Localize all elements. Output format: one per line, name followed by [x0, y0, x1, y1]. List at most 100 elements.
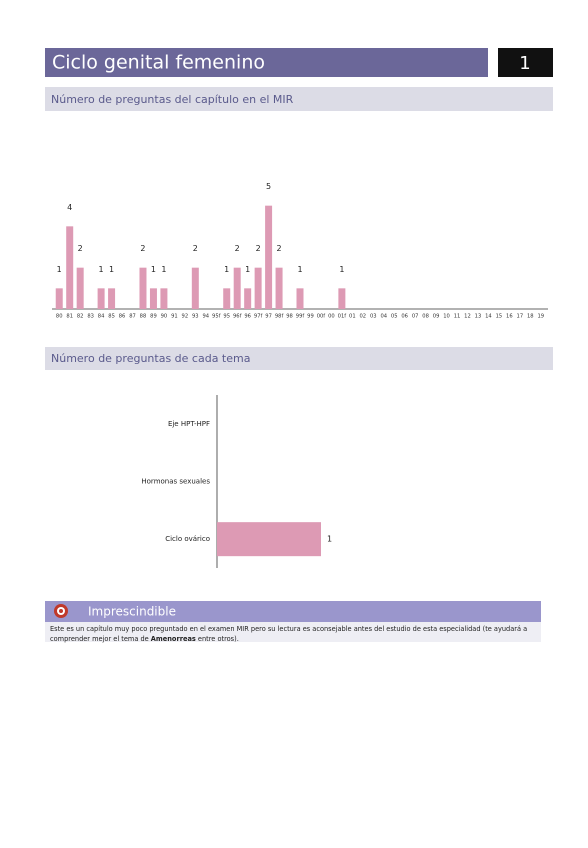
text: entre otros). [195, 635, 239, 643]
callout-bar [45, 601, 541, 622]
x-tick-label: 81 [66, 314, 73, 320]
x-tick-label: 85 [108, 314, 115, 320]
x-tick-label: 96 [244, 314, 251, 320]
x-tick-label: 95 [223, 314, 230, 320]
x-tick-label: 10 [443, 314, 450, 320]
value-label: 5 [266, 182, 271, 191]
bar [149, 288, 157, 309]
value-label: 2 [277, 244, 282, 253]
value-label: 4 [67, 203, 72, 212]
x-tick-label: 80 [56, 314, 63, 320]
icon [59, 609, 63, 613]
title: Ciclo genital femenino [52, 52, 265, 74]
x-tick-label: 98f [275, 314, 284, 320]
x-tick-label: 03 [370, 314, 377, 320]
title-bar [45, 48, 488, 77]
x-tick-label: 07 [412, 314, 419, 320]
x-tick-label: 91 [171, 314, 178, 320]
value-label: 1 [151, 265, 156, 274]
x-tick-label: 12 [464, 314, 471, 320]
value-label: 1 [297, 265, 302, 274]
chapter-box [498, 48, 553, 77]
value-label: 1 [99, 265, 104, 274]
x-tick-label: 99f [296, 314, 305, 320]
x-tick-label: 18 [527, 314, 534, 320]
callout-body [45, 622, 541, 642]
y-tick-label: Ciclo ovárico [165, 535, 210, 543]
x-tick-label: 01f [338, 314, 347, 320]
x-tick-label: 99 [307, 314, 314, 320]
section-title: Número de preguntas de cada tema [51, 352, 250, 365]
value-label: 1 [327, 535, 332, 544]
value-label: 2 [256, 244, 261, 253]
x-tick-label: 95f [212, 314, 221, 320]
value-label: 1 [339, 265, 344, 274]
x-tick-label: 87 [129, 314, 136, 320]
value-label: 1 [224, 265, 229, 274]
x-tick-label: 14 [485, 314, 492, 320]
x-tick-label: 97f [254, 314, 263, 320]
value-label: 1 [161, 265, 166, 274]
x-tick-label: 09 [433, 314, 440, 320]
x-tick-label: 96f [233, 314, 242, 320]
text: Este es un capítulo muy poco preguntado … [50, 625, 528, 643]
x-tick-label: 89 [150, 314, 157, 320]
value-label: 1 [245, 265, 250, 274]
section-title: Número de preguntas del capítulo en el M… [51, 93, 294, 106]
x-tick-label: 08 [422, 314, 429, 320]
bar [223, 288, 231, 309]
x-tick-label: 82 [77, 314, 84, 320]
section-bar [45, 347, 553, 370]
x-tick-label: 15 [496, 314, 503, 320]
y-tick-label: Hormonas sexuales [141, 478, 210, 486]
x-tick-label: 01 [349, 314, 356, 320]
bar [160, 288, 168, 309]
bar [139, 267, 147, 309]
x-tick-label: 11 [454, 314, 461, 320]
bar [254, 267, 262, 309]
value-label: 2 [193, 244, 198, 253]
bar [233, 267, 241, 309]
x-tick-label: 05 [391, 314, 398, 320]
value-label: 2 [140, 244, 145, 253]
x-tick-label: 06 [401, 314, 408, 320]
bar [76, 267, 84, 309]
callout-title: Imprescindible [88, 605, 176, 619]
bar [97, 288, 105, 309]
bar [217, 522, 321, 557]
x-tick-label: 84 [98, 314, 105, 320]
x-tick-label: 93 [192, 314, 199, 320]
x-tick-label: 16 [506, 314, 513, 320]
x-tick-label: 90 [161, 314, 168, 320]
value-label: 1 [57, 265, 62, 274]
text-bold: Amenorreas [150, 635, 196, 643]
bar [275, 267, 283, 309]
x-tick-label: 83 [87, 314, 94, 320]
callout-text: Este es un capítulo muy poco preguntado … [50, 624, 538, 644]
bar [66, 226, 74, 309]
chapter-number: 1 [519, 53, 530, 74]
bar [338, 288, 346, 309]
value-label: 2 [78, 244, 83, 253]
x-tick-label: 92 [182, 314, 189, 320]
x-tick-label: 04 [380, 314, 387, 320]
x-tick-label: 19 [537, 314, 544, 320]
bar [108, 288, 116, 309]
x-tick-label: 94 [202, 314, 209, 320]
x-tick-label: 98 [286, 314, 293, 320]
x-tick-label: 00f [317, 314, 326, 320]
x-tick-label: 00 [328, 314, 335, 320]
x-tick-label: 17 [517, 314, 524, 320]
bar [244, 288, 252, 309]
x-tick-label: 86 [119, 314, 126, 320]
y-tick-label: Eje HPT-HPF [168, 420, 210, 428]
bar [191, 267, 199, 309]
bar [296, 288, 304, 309]
value-label: 2 [235, 244, 240, 253]
value-label: 1 [109, 265, 114, 274]
x-tick-label: 97 [265, 314, 272, 320]
bar [55, 288, 63, 309]
x-tick-label: 13 [475, 314, 482, 320]
